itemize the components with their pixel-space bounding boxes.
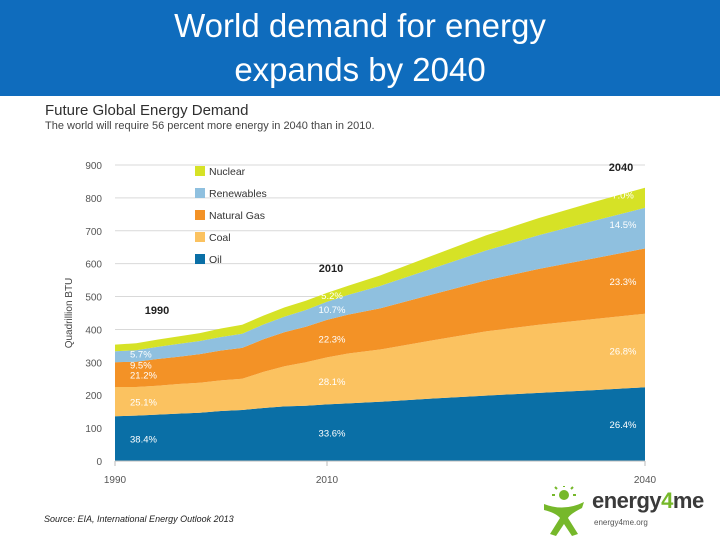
y-tick-label: 400: [85, 325, 102, 336]
slide-title-line-2: expands by 2040: [234, 51, 486, 88]
legend-swatch: [195, 166, 205, 176]
share-label-2010: 28.1%: [319, 377, 346, 388]
legend-swatch: [195, 254, 205, 264]
logo-url: energy4me.org: [594, 518, 648, 527]
legend-swatch: [195, 232, 205, 242]
source-note: Source: EIA, International Energy Outloo…: [44, 514, 234, 524]
logo-wordmark: energy4me: [592, 488, 704, 514]
area-series-oil: [115, 387, 645, 461]
y-tick-label: 900: [85, 161, 102, 172]
legend-label: Oil: [209, 254, 222, 266]
logo-word-number: 4: [661, 488, 673, 513]
legend-label: Nuclear: [209, 166, 246, 178]
x-tick-label: 1990: [104, 475, 127, 486]
area-series-natural-gas: [115, 248, 645, 387]
y-tick-label: 600: [85, 260, 102, 271]
slide-title-bar: World demand for energy expands by 2040: [0, 0, 720, 96]
logo-word-prefix: energy: [592, 488, 662, 513]
legend-label: Coal: [209, 232, 231, 244]
share-label-2040: 26.8%: [610, 346, 637, 357]
energy4me-logo: energy4me energy4me.org: [538, 486, 718, 540]
logo-word-suffix: me: [672, 488, 704, 513]
chart-subtitle: The world will require 56 percent more e…: [45, 120, 375, 132]
share-label-2010: 5.2%: [321, 291, 343, 302]
y-tick-label: 100: [85, 424, 102, 435]
x-tick-label: 2040: [634, 475, 657, 486]
share-label-2010: 10.7%: [319, 305, 346, 316]
year-header: 1990: [145, 305, 169, 317]
area-series-renewables: [115, 207, 645, 363]
legend-swatch: [195, 188, 205, 198]
share-label-2010: 33.6%: [319, 429, 346, 440]
legend-label: Natural Gas: [209, 210, 265, 222]
legend-label: Renewables: [209, 188, 267, 200]
share-label-1990: 38.4%: [130, 435, 157, 446]
x-tick-label: 2010: [316, 475, 339, 486]
y-tick-label: 200: [85, 391, 102, 402]
y-axis-label: Quadrillion BTU: [64, 278, 75, 349]
area-series-nuclear: [115, 187, 645, 352]
y-tick-label: 500: [85, 293, 102, 304]
legend-swatch: [195, 210, 205, 220]
person-figure-icon: [544, 486, 584, 536]
y-tick-label: 800: [85, 194, 102, 205]
share-label-1990: 25.1%: [130, 398, 157, 409]
chart-title: Future Global Energy Demand: [45, 102, 249, 119]
share-label-2040: 23.3%: [610, 277, 637, 288]
share-label-2040: 26.4%: [610, 420, 637, 431]
y-tick-label: 300: [85, 358, 102, 369]
year-header: 2010: [319, 263, 343, 275]
share-label-1990: 9.5%: [130, 361, 152, 372]
share-label-2040: 14.5%: [610, 220, 637, 231]
share-label-2010: 22.3%: [319, 335, 346, 346]
y-tick-label: 0: [96, 457, 102, 468]
area-series-coal: [115, 313, 645, 417]
year-header: 2040: [609, 162, 633, 174]
share-label-1990: 5.7%: [130, 350, 152, 361]
y-tick-label: 700: [85, 227, 102, 238]
slide-title-line-1: World demand for energy: [174, 7, 546, 44]
share-label-2040: 7.0%: [612, 191, 634, 202]
share-label-1990: 21.2%: [130, 371, 157, 382]
